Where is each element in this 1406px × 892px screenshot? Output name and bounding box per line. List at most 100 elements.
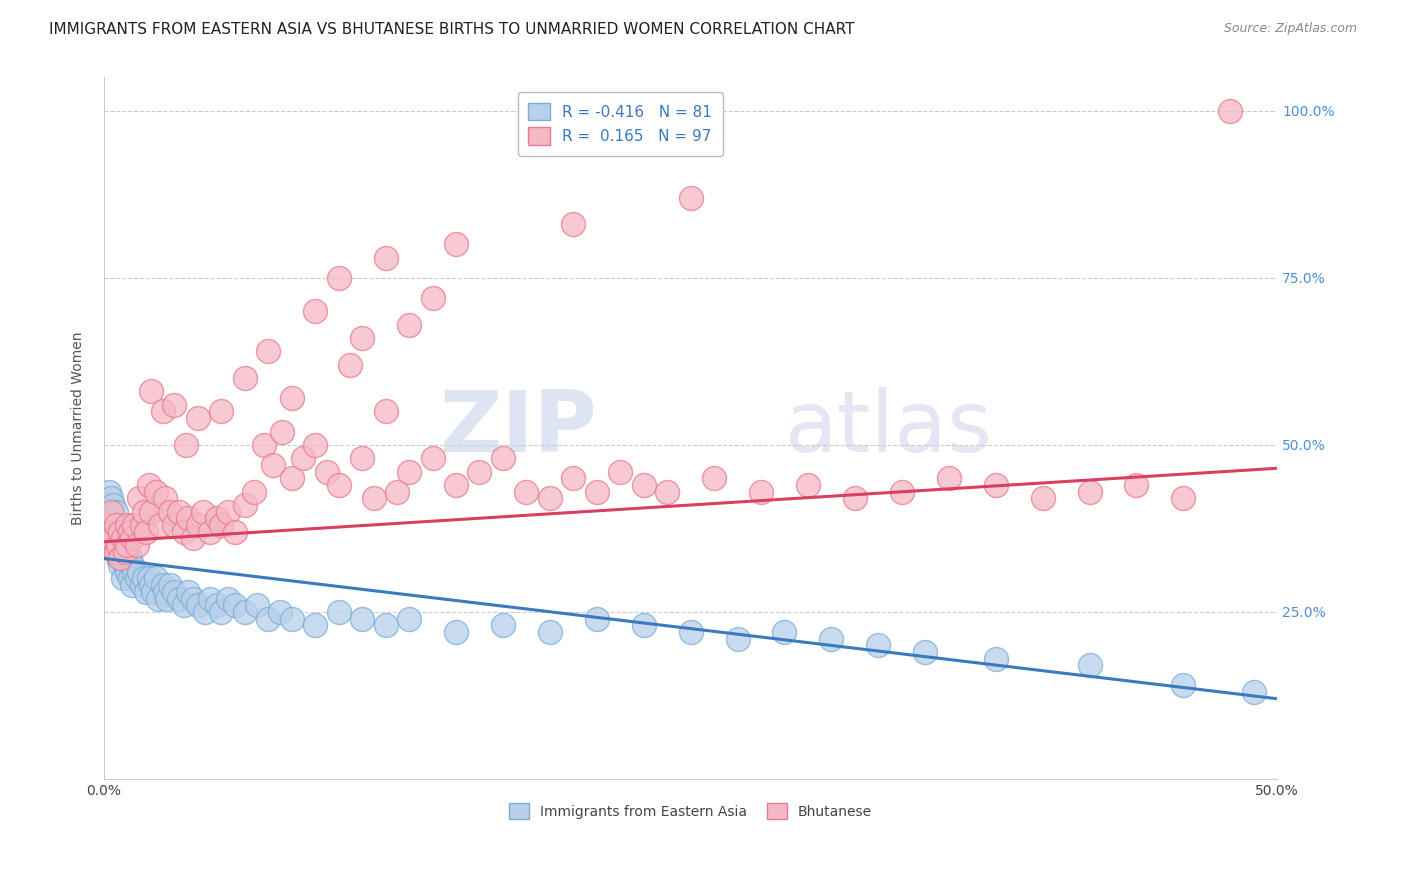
Point (233, 498, 256, 512)
Point (152, 404, 174, 418)
Point (328, 478, 350, 492)
Point (103, 538, 125, 552)
Point (352, 451, 374, 466)
Point (820, 632, 842, 646)
Point (100, 491, 122, 506)
Point (280, 611, 302, 625)
Point (177, 585, 200, 599)
Point (1125, 478, 1147, 492)
Point (128, 491, 150, 506)
Point (609, 465, 631, 479)
Point (1032, 491, 1054, 506)
Point (107, 518, 129, 533)
Point (538, 491, 561, 506)
Point (107, 538, 129, 552)
Point (387, 484, 409, 499)
Point (132, 505, 155, 519)
Point (142, 585, 165, 599)
Point (117, 518, 139, 533)
Point (97, 538, 120, 552)
Point (181, 532, 204, 546)
Point (245, 598, 267, 612)
Point (633, 478, 655, 492)
Point (146, 591, 169, 606)
Point (117, 565, 139, 579)
Point (243, 484, 266, 499)
Point (111, 572, 134, 586)
Point (107, 532, 129, 546)
Point (125, 572, 148, 586)
Point (252, 438, 274, 452)
Point (124, 518, 146, 533)
Point (844, 491, 866, 506)
Point (128, 565, 150, 579)
Point (131, 518, 153, 533)
Point (257, 611, 280, 625)
Point (153, 491, 176, 506)
Point (209, 605, 232, 619)
Point (117, 545, 139, 559)
Point (352, 611, 374, 625)
Point (304, 618, 326, 632)
Point (187, 518, 209, 533)
Point (727, 632, 749, 646)
Point (167, 591, 190, 606)
Point (173, 524, 195, 539)
Point (145, 484, 167, 499)
Point (104, 505, 127, 519)
Point (198, 591, 221, 606)
Text: atlas: atlas (785, 386, 993, 470)
Point (131, 578, 153, 592)
Point (104, 518, 127, 533)
Point (515, 484, 537, 499)
Point (111, 532, 134, 546)
Point (124, 565, 146, 579)
Point (107, 551, 129, 566)
Point (114, 545, 136, 559)
Point (492, 451, 515, 466)
Point (139, 384, 162, 399)
Point (135, 524, 157, 539)
Point (749, 484, 772, 499)
Point (398, 611, 420, 625)
Point (97, 484, 120, 499)
Point (374, 618, 396, 632)
Point (679, 191, 702, 205)
Point (198, 524, 221, 539)
Point (121, 558, 143, 573)
Point (187, 411, 209, 425)
Legend: Immigrants from Eastern Asia, Bhutanese: Immigrants from Eastern Asia, Bhutanese (503, 797, 877, 824)
Point (271, 425, 294, 439)
Point (110, 538, 132, 552)
Point (110, 551, 132, 566)
Point (328, 605, 350, 619)
Point (174, 438, 197, 452)
Point (468, 465, 491, 479)
Point (111, 532, 134, 546)
Point (135, 585, 157, 599)
Point (177, 511, 200, 525)
Text: Source: ZipAtlas.com: Source: ZipAtlas.com (1223, 22, 1357, 36)
Point (139, 505, 162, 519)
Point (316, 465, 339, 479)
Point (103, 518, 125, 533)
Point (339, 358, 361, 372)
Point (187, 598, 209, 612)
Point (104, 545, 127, 559)
Point (156, 591, 179, 606)
Text: ZIP: ZIP (439, 386, 596, 470)
Point (103, 532, 125, 546)
Point (100, 524, 122, 539)
Point (703, 471, 725, 485)
Point (97, 518, 120, 533)
Point (100, 511, 122, 525)
Point (121, 532, 143, 546)
Point (233, 605, 256, 619)
Point (194, 605, 217, 619)
Point (224, 598, 246, 612)
Point (269, 605, 291, 619)
Point (398, 318, 420, 332)
Point (352, 331, 374, 345)
Point (398, 465, 420, 479)
Point (233, 371, 256, 385)
